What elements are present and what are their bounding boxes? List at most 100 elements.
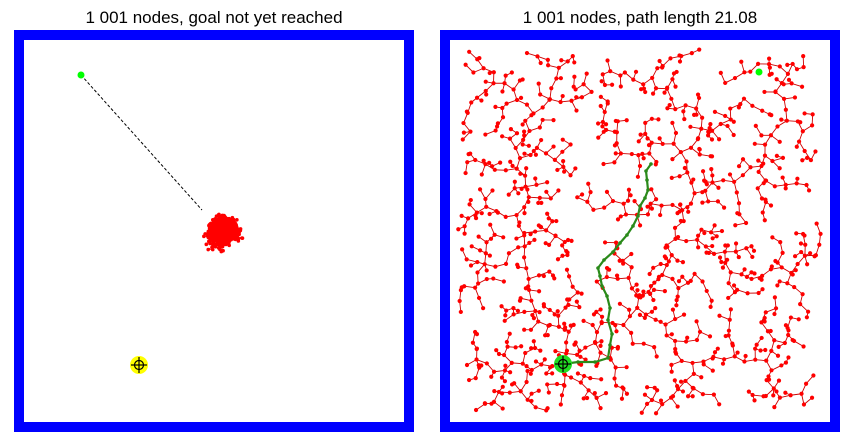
tree-node xyxy=(773,258,778,264)
tree-node xyxy=(775,124,780,129)
tree-node xyxy=(569,98,574,103)
tree-node xyxy=(581,318,586,323)
tree-node xyxy=(779,363,784,368)
tree-node xyxy=(714,234,719,239)
tree-node xyxy=(721,178,726,183)
tree-node xyxy=(590,322,595,328)
tree-node xyxy=(777,139,782,144)
tree-node xyxy=(517,156,523,161)
tree-node xyxy=(785,62,790,67)
tree-node xyxy=(790,337,795,343)
tree-node xyxy=(753,346,758,351)
tree-node xyxy=(235,233,240,238)
tree-node xyxy=(526,143,531,148)
tree-node xyxy=(806,309,811,314)
tree-node xyxy=(528,232,533,237)
tree-node xyxy=(707,125,712,131)
tree-node xyxy=(753,357,758,362)
tree-node xyxy=(804,315,809,320)
tree-node xyxy=(736,105,741,110)
path-node xyxy=(644,169,648,173)
tree-node xyxy=(479,98,484,103)
tree-node xyxy=(537,195,542,200)
tree-node xyxy=(524,364,529,369)
tree-node xyxy=(660,401,665,407)
tree-node xyxy=(555,309,560,314)
tree-node xyxy=(663,256,669,261)
tree-node xyxy=(517,298,523,303)
tree-node xyxy=(537,125,542,130)
tree-node xyxy=(732,354,737,359)
tree-node xyxy=(506,192,511,197)
tree-node xyxy=(482,262,487,267)
crosshair-target-icon xyxy=(554,355,572,373)
tree-node xyxy=(669,175,674,180)
tree-node xyxy=(619,396,625,401)
tree-node xyxy=(232,230,236,235)
tree-node xyxy=(680,260,686,265)
tree-node xyxy=(635,305,640,311)
tree-node xyxy=(709,154,715,159)
tree-node xyxy=(209,238,213,242)
tree-node xyxy=(533,359,539,364)
tree-node xyxy=(546,216,551,221)
tree-node xyxy=(702,230,707,236)
tree-node xyxy=(581,82,586,87)
tree-node xyxy=(652,385,657,390)
tree-node xyxy=(536,388,541,393)
tree-node xyxy=(703,244,708,249)
tree-node xyxy=(759,133,764,138)
tree-node xyxy=(520,361,525,366)
tree-node xyxy=(800,158,805,163)
tree-node xyxy=(632,198,637,204)
tree-node xyxy=(650,75,655,81)
tree-node xyxy=(671,141,676,146)
tree-node xyxy=(715,346,720,351)
tree-node xyxy=(492,232,497,237)
tree-node xyxy=(709,137,715,142)
tree-node xyxy=(491,369,497,374)
tree-node xyxy=(549,86,554,91)
tree-node xyxy=(547,97,552,102)
tree-node xyxy=(522,309,527,314)
tree-node xyxy=(545,180,550,185)
tree-node xyxy=(696,136,701,141)
tree-node xyxy=(473,285,478,290)
tree-node xyxy=(230,215,235,220)
tree-node xyxy=(588,190,593,195)
tree-node xyxy=(772,338,777,343)
tree-node xyxy=(712,109,718,114)
tree-node xyxy=(709,128,715,133)
tree-node xyxy=(210,225,215,229)
tree-node xyxy=(214,220,219,224)
tree-node xyxy=(642,392,648,397)
tree-node xyxy=(216,224,221,228)
tree-node xyxy=(762,153,768,158)
tree-node xyxy=(577,304,582,310)
tree-node xyxy=(738,102,743,107)
tree-node xyxy=(522,255,527,260)
tree-node xyxy=(689,50,694,56)
tree-node xyxy=(592,390,597,396)
tree-node xyxy=(694,319,699,324)
tree-node xyxy=(641,341,646,346)
tree-node xyxy=(565,59,570,64)
tree-node xyxy=(509,70,514,75)
tree-node xyxy=(572,60,577,65)
tree-node xyxy=(543,151,549,156)
tree-node xyxy=(532,237,537,242)
tree-node xyxy=(817,242,822,247)
tree-node xyxy=(809,395,815,400)
tree-node xyxy=(645,204,650,209)
tree-node xyxy=(578,380,583,385)
tree-node xyxy=(677,59,683,64)
tree-node xyxy=(777,395,783,400)
tree-node xyxy=(802,148,807,154)
tree-node xyxy=(468,263,474,268)
tree-node xyxy=(700,169,706,174)
tree-node xyxy=(222,237,227,242)
tree-node xyxy=(561,159,566,164)
tree-node xyxy=(538,348,543,353)
tree-node xyxy=(769,264,774,269)
tree-node xyxy=(712,223,717,228)
